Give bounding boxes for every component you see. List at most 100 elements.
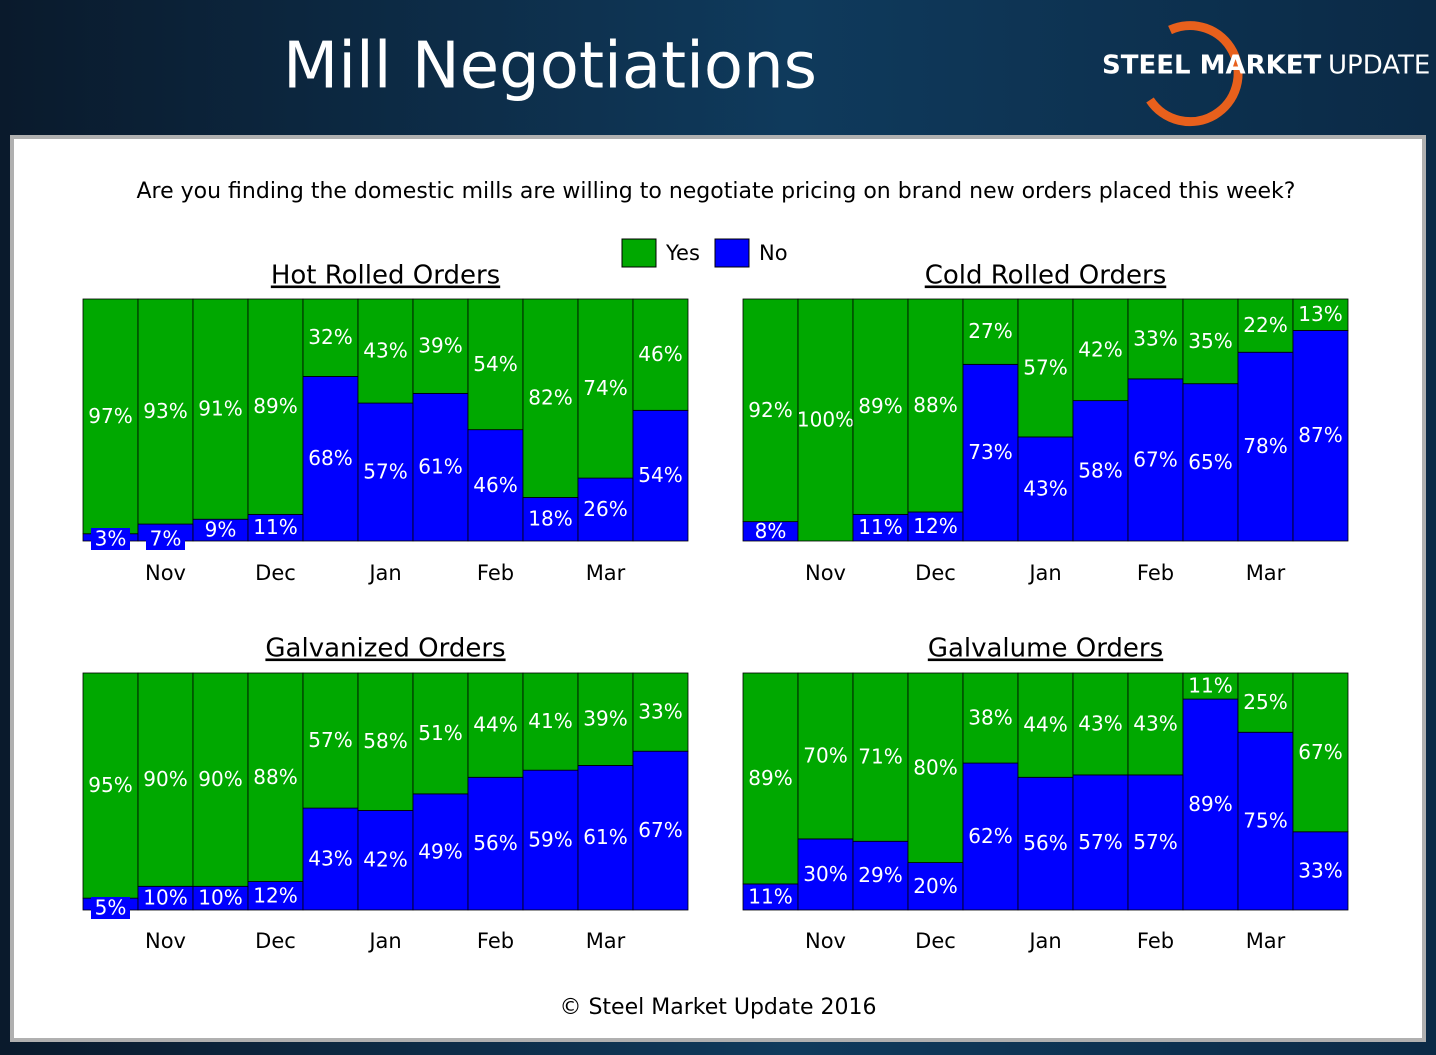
chart-title: Hot Rolled Orders <box>271 261 500 291</box>
bar-segment <box>522 497 579 542</box>
bar-segment <box>412 392 469 542</box>
value-label: 89% <box>858 394 902 418</box>
value-label: 58% <box>363 729 407 753</box>
bar-segment <box>852 513 909 542</box>
value-label: 90% <box>143 767 187 791</box>
value-label: 13% <box>1298 302 1342 326</box>
bar-segment <box>1127 774 1184 911</box>
value-label: 74% <box>583 376 627 400</box>
footer: © Steel Market Update 2016 <box>559 995 876 1020</box>
bar-segment <box>357 672 414 811</box>
value-label: 62% <box>968 824 1012 848</box>
slide-title: Mill Negotiations <box>283 30 817 104</box>
x-tick-label: Dec <box>255 561 296 585</box>
bar-segment <box>1127 298 1184 380</box>
bar-segment <box>742 883 799 911</box>
value-label: 20% <box>913 874 957 898</box>
x-tick-label: Feb <box>477 929 514 953</box>
value-label: 33% <box>1298 858 1342 882</box>
bar-segment <box>1072 672 1129 776</box>
bar-segment <box>1182 672 1239 700</box>
x-tick-label: Feb <box>1137 929 1174 953</box>
bar-segment <box>1292 672 1349 833</box>
value-label: 35% <box>1188 329 1232 353</box>
bar-segment <box>852 672 909 842</box>
bar-segment <box>1237 298 1294 353</box>
bar-segment <box>137 298 194 525</box>
bar-segment <box>632 750 689 911</box>
x-tick-label: Feb <box>1137 561 1174 585</box>
value-label: 43% <box>1023 476 1067 500</box>
bar-segment <box>1017 298 1074 438</box>
bar-segment <box>1182 383 1239 542</box>
value-label: 92% <box>748 398 792 422</box>
value-label: 70% <box>803 743 847 767</box>
bar-segment <box>1292 298 1349 331</box>
chart-title: Galvanized Orders <box>265 634 505 664</box>
charts: Hot Rolled Orders 3% 97% 7% 93% Nov 9% 91% 11% 89… <box>82 261 1349 953</box>
value-label: 43% <box>1078 711 1122 735</box>
value-label: 57% <box>1078 830 1122 854</box>
question: Are you finding the domestic mills are w… <box>137 179 1296 204</box>
value-label: 42% <box>363 848 407 872</box>
bar-segment <box>577 672 634 766</box>
value-label: 27% <box>968 319 1012 343</box>
x-tick-label: Mar <box>1246 929 1286 953</box>
chart: Galvalume Orders 11% 89% 30% 70% Nov 29% 71% 20%… <box>742 634 1349 953</box>
value-label: 88% <box>913 393 957 417</box>
bar-segment <box>632 672 689 752</box>
bar-segment <box>962 363 1019 542</box>
bar-segment <box>852 840 909 911</box>
bar-segment <box>192 298 249 520</box>
x-tick-label: Nov <box>805 929 846 953</box>
x-tick-label: Jan <box>1027 929 1061 953</box>
x-tick-label: Nov <box>145 561 186 585</box>
value-label: 32% <box>308 325 352 349</box>
value-label: 100% <box>797 408 854 432</box>
value-label: 44% <box>1023 713 1067 737</box>
value-label: 71% <box>858 745 902 769</box>
bar-segment <box>1072 400 1129 542</box>
value-label: 88% <box>253 765 297 789</box>
value-label: 67% <box>638 818 682 842</box>
bar-segment <box>797 838 854 911</box>
legend: Yes No <box>621 238 788 268</box>
value-label: 26% <box>583 497 627 521</box>
bar-segment <box>632 409 689 542</box>
value-label: 65% <box>1188 450 1232 474</box>
value-label: 33% <box>638 700 682 724</box>
bar-segment <box>137 672 194 887</box>
value-label: 95% <box>88 773 132 797</box>
value-label: 57% <box>1133 830 1177 854</box>
bar-segment <box>907 298 964 513</box>
value-label: 75% <box>1243 809 1287 833</box>
value-label: 11% <box>253 515 297 539</box>
logo-arc <box>1146 21 1243 127</box>
x-tick-label: Jan <box>1027 561 1061 585</box>
chart: Cold Rolled Orders 8% 92% 100% Nov 11% 89% 12% 8… <box>742 261 1349 585</box>
logo-bold: STEEL MARKET <box>1102 51 1322 81</box>
value-label: 46% <box>638 342 682 366</box>
value-label: 46% <box>473 473 517 497</box>
bar-segment <box>1237 731 1294 911</box>
bar-segment <box>577 298 634 479</box>
bar-segment <box>467 672 524 778</box>
label-background <box>91 897 130 919</box>
value-label: 68% <box>308 446 352 470</box>
value-label: 67% <box>1298 740 1342 764</box>
value-label: 18% <box>528 507 572 531</box>
value-label: 82% <box>528 386 572 410</box>
x-tick-label: Jan <box>367 561 401 585</box>
value-label: 30% <box>803 862 847 886</box>
value-label: 58% <box>1078 458 1122 482</box>
x-tick-label: Mar <box>1246 561 1286 585</box>
value-label: 7% <box>150 527 182 551</box>
legend-swatch <box>714 238 750 268</box>
value-label: 41% <box>528 709 572 733</box>
value-label: 22% <box>1243 313 1287 337</box>
value-label: 89% <box>1188 792 1232 816</box>
bar-segment <box>962 762 1019 911</box>
bar-segment <box>852 298 909 515</box>
bar-segment <box>82 672 139 899</box>
